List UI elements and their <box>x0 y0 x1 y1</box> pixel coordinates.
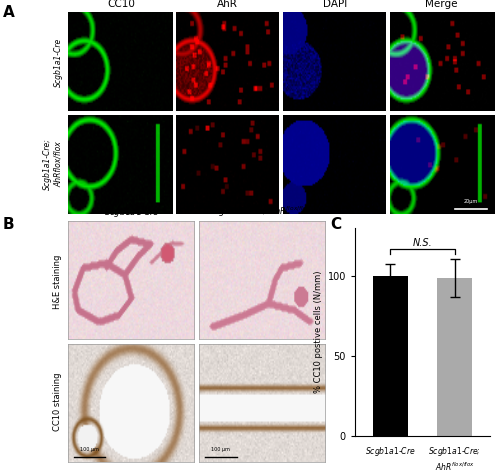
Text: $Scgb1a1$-$Cre$; $AhR^{flox/flox}$: $Scgb1a1$-$Cre$; $AhR^{flox/flox}$ <box>210 204 312 219</box>
Text: B: B <box>2 217 14 232</box>
Text: N.S.: N.S. <box>412 238 432 248</box>
Text: Scgb1a1-Cre: Scgb1a1-Cre <box>54 38 62 87</box>
Text: DAPI: DAPI <box>322 0 347 9</box>
Bar <box>372 276 408 436</box>
Text: 100 μm: 100 μm <box>80 447 99 452</box>
Text: 20μm: 20μm <box>464 199 478 204</box>
Text: $Scgb1a1$-$Cre$: $Scgb1a1$-$Cre$ <box>365 445 416 458</box>
Text: 100 μm: 100 μm <box>212 447 231 452</box>
Text: C: C <box>330 217 341 232</box>
Text: CC10 staining: CC10 staining <box>54 372 62 431</box>
Text: Scgb1a1-Cre;
AhRflox/flox: Scgb1a1-Cre; AhRflox/flox <box>43 138 62 190</box>
Y-axis label: % CC10 postive cells (N/mm): % CC10 postive cells (N/mm) <box>314 271 324 393</box>
Text: CC10: CC10 <box>107 0 135 9</box>
Text: H&E staining: H&E staining <box>54 254 62 309</box>
Text: A: A <box>2 5 14 20</box>
Text: Merge: Merge <box>426 0 458 9</box>
Text: $Scgb1a1$-$Cre$;
$AhR^{flox/flox}$: $Scgb1a1$-$Cre$; $AhR^{flox/flox}$ <box>428 445 481 471</box>
Text: $Scgb1a1$-$Cre$: $Scgb1a1$-$Cre$ <box>104 206 160 219</box>
Text: AhR: AhR <box>218 0 238 9</box>
Bar <box>437 278 472 436</box>
